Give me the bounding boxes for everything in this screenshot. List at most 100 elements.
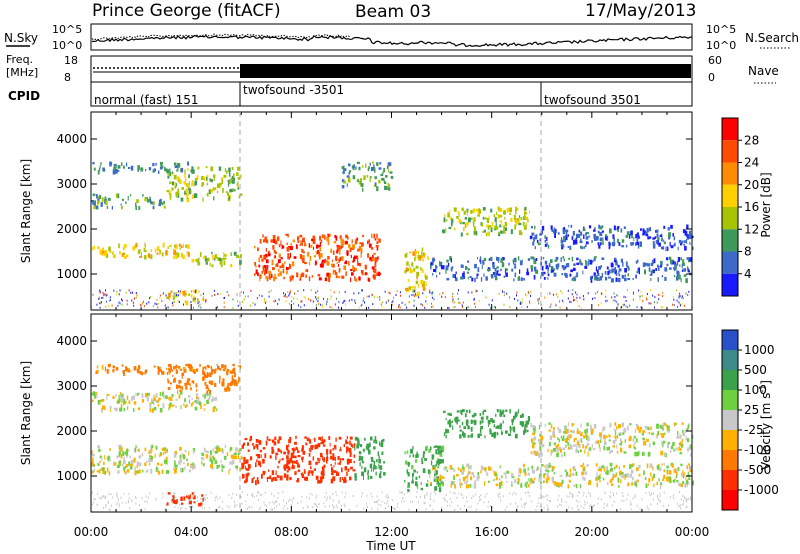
power-colorbar-title: Power [dB] <box>759 172 773 237</box>
echo-band <box>443 408 531 439</box>
nave-tick-bottom: 0 <box>708 71 715 84</box>
echo-band <box>92 242 190 260</box>
velocity-y-axis-label: Slant Range [km] <box>19 361 33 465</box>
colorbar-tick-label: 20 <box>744 178 759 192</box>
velocity-x-ticks <box>90 314 693 512</box>
colorbar-swatch <box>722 410 738 430</box>
colorbar-tick-label: 24 <box>744 156 759 170</box>
cpid-segment-3: twofsound 3501 <box>544 93 641 107</box>
freq-trace-twofsound <box>240 64 691 78</box>
beam-label: Beam 03 <box>355 2 431 22</box>
frequency-panel: Freq. [MHz] 18 8 60 0 Nave <box>6 53 779 84</box>
colorbar-swatch <box>722 370 738 390</box>
x-tick-label: 04:00 <box>174 525 209 539</box>
colorbar-swatch <box>722 140 738 163</box>
y-tick-label: 3000 <box>56 177 87 191</box>
cpid-panel: CPID normal (fast) 151 twofsound -3501 t… <box>8 81 693 107</box>
velocity-panel: 1000 2000 3000 4000 Slant Range [km] <box>19 313 694 513</box>
colorbar-swatch <box>722 162 738 185</box>
y-tick-label: 1000 <box>56 267 87 281</box>
time-axis-labels: 00:00 04:00 08:00 12:00 16:00 20:00 00:00 <box>74 525 710 539</box>
echo-band <box>430 256 693 284</box>
x-tick-label: 12:00 <box>374 525 409 539</box>
colorbar-tick-label: 4 <box>744 267 752 281</box>
echo-band <box>95 363 194 377</box>
colorbar-tick-label: -1000 <box>744 483 779 497</box>
echo-band <box>91 390 218 413</box>
velocity-y-ticks: 1000 2000 3000 4000 <box>56 334 692 483</box>
noise-right-tick-top: 10^5 <box>706 23 736 36</box>
echo-band <box>529 224 694 252</box>
colorbar-swatch <box>722 490 738 510</box>
power-echo-layer <box>91 161 694 309</box>
velocity-echo-layer <box>91 363 694 511</box>
x-tick-label: 16:00 <box>474 525 509 539</box>
colorbar-tick-label: 1000 <box>744 343 775 357</box>
colorbar-swatch <box>722 184 738 207</box>
echo-band <box>254 233 381 283</box>
echo-band <box>166 166 243 203</box>
noise-right-label: N.Search <box>745 31 799 45</box>
noise-panel: N.Sky 10^5 10^0 10^5 10^0 N.Search <box>4 23 799 52</box>
colorbar-swatch <box>722 251 738 274</box>
colorbar-tick-label: 16 <box>744 200 759 214</box>
noise-sky-trace <box>91 34 693 48</box>
colorbar-swatch <box>722 350 738 370</box>
colorbar-swatch <box>722 390 738 410</box>
cpid-segment-2: twofsound -3501 <box>243 83 344 97</box>
colorbar-tick-label: -25 <box>744 423 764 437</box>
colorbar-swatch <box>722 330 738 350</box>
colorbar-tick-label: 500 <box>744 363 767 377</box>
noise-left-tick-top: 10^5 <box>52 23 82 36</box>
echo-band <box>92 161 189 175</box>
colorbar-tick-label: 25 <box>744 403 759 417</box>
cpid-label: CPID <box>8 89 40 103</box>
echo-band <box>429 462 694 490</box>
colorbar-swatch <box>722 229 738 252</box>
power-x-ticks <box>90 112 693 310</box>
freq-label-line1: Freq. <box>6 53 33 66</box>
colorbar-swatch <box>722 430 738 450</box>
echo-band <box>91 444 243 476</box>
power-y-axis-label: Slant Range [km] <box>19 159 33 263</box>
colorbar-tick-label: 100 <box>744 383 767 397</box>
noise-right-tick-bottom: 10^0 <box>706 39 736 52</box>
noise-search-trace <box>91 33 351 41</box>
echo-band <box>241 435 356 486</box>
colorbar-swatch <box>722 470 738 490</box>
echo-band <box>191 251 242 268</box>
echo-band <box>354 436 386 481</box>
colorbar-swatch <box>722 118 738 141</box>
velocity-colorbar: 1000 500 100 25 -25 -100 -500 -1000 Velocity [m… <box>721 329 779 511</box>
velocity-colorbar-title: Velocity [m s-1] <box>758 380 773 470</box>
time-axis-label: Time UT <box>365 539 416 553</box>
y-tick-label: 4000 <box>56 334 87 348</box>
y-tick-label: 2000 <box>56 424 87 438</box>
colorbar-tick-label: 12 <box>744 222 759 236</box>
y-tick-label: 2000 <box>56 222 87 236</box>
near-range-clutter <box>91 491 692 511</box>
colorbar-tick-label: -500 <box>744 463 771 477</box>
echo-band <box>166 492 205 507</box>
near-range-clutter <box>91 289 693 309</box>
power-colorbar: 28 24 20 16 12 8 4 Power [dB] <box>721 117 773 297</box>
noise-left-label: N.Sky <box>4 31 38 45</box>
x-tick-label: 00:00 <box>675 525 710 539</box>
power-panel: 1000 2000 3000 4000 Slant Range [km] <box>19 111 694 311</box>
echo-band <box>530 422 694 458</box>
y-tick-label: 4000 <box>56 132 87 146</box>
colorbar-tick-label: 8 <box>744 245 752 259</box>
echo-band <box>91 193 166 210</box>
echo-band <box>341 161 394 192</box>
nave-label: Nave <box>748 64 779 78</box>
freq-label-line2: [MHz] <box>6 66 38 79</box>
noise-left-tick-bottom: 10^0 <box>52 39 82 52</box>
echo-band <box>442 206 531 237</box>
freq-tick-top: 18 <box>64 54 78 67</box>
cpid-segment-1: normal (fast) 151 <box>94 93 198 107</box>
power-y-ticks: 1000 2000 3000 4000 <box>56 132 692 281</box>
x-tick-label: 08:00 <box>274 525 309 539</box>
x-tick-label: 00:00 <box>74 525 109 539</box>
colorbar-tick-label: 28 <box>744 133 759 147</box>
